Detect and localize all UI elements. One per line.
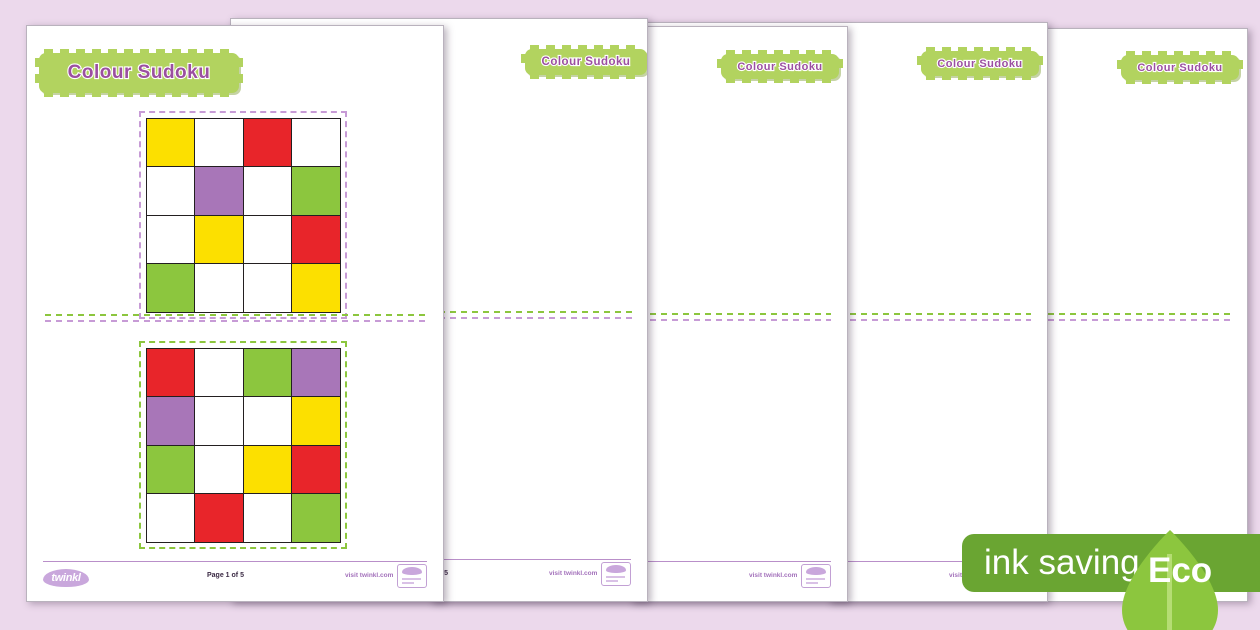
sudoku-cell[interactable] — [242, 396, 292, 446]
sudoku-cell[interactable] — [145, 493, 195, 543]
twinkl-stamp-icon — [397, 564, 427, 588]
badge-scallop-left — [1117, 60, 1122, 75]
sudoku-cell[interactable] — [242, 166, 292, 216]
title-badge: Colour Sudoku — [717, 50, 843, 83]
sudoku-cell[interactable] — [145, 214, 195, 264]
sudoku-cell[interactable] — [291, 263, 341, 313]
stamp-line-2 — [402, 582, 414, 584]
stamp-line-1 — [402, 578, 421, 580]
eco-label: Eco — [1148, 551, 1213, 590]
page-title: Colour Sudoku — [1136, 60, 1223, 74]
eco-banner: ink saving — [962, 534, 1260, 592]
sudoku-grid — [145, 117, 341, 313]
sudoku-cell[interactable] — [145, 263, 195, 313]
footer-visit-link[interactable]: visit twinkl.com — [345, 572, 394, 579]
badge-scallop-left — [521, 54, 526, 70]
sudoku-cell[interactable] — [242, 444, 292, 494]
twinkl-stamp-icon — [801, 564, 831, 588]
sudoku-cell[interactable] — [242, 493, 292, 543]
badge-scallop-right — [1238, 60, 1243, 75]
page-title: Colour Sudoku — [936, 56, 1023, 70]
stamp-blob — [606, 565, 626, 573]
stamp-line-2 — [606, 580, 618, 582]
sudoku-cell[interactable] — [194, 444, 244, 494]
footer-visit-link[interactable]: visit twinkl.com — [749, 572, 798, 579]
title-badge: Colour Sudoku — [521, 45, 647, 79]
sudoku-cell[interactable] — [291, 214, 341, 264]
eco-ink-saving-label: ink saving — [984, 543, 1140, 582]
page-title: Colour Sudoku — [67, 61, 211, 84]
title-badge: Colour Sudoku — [35, 49, 243, 97]
badge-scallop-right — [238, 58, 243, 88]
stamp-blob — [806, 567, 826, 575]
stamp-line-2 — [806, 582, 818, 584]
sudoku-cell[interactable] — [194, 214, 244, 264]
stamp-line-1 — [806, 578, 825, 580]
sudoku-cell[interactable] — [194, 396, 244, 446]
badge-scallop-left — [35, 58, 40, 88]
sudoku-grid-top-grid — [139, 111, 347, 319]
sudoku-cell[interactable] — [145, 396, 195, 446]
sudoku-cell[interactable] — [194, 117, 244, 167]
sudoku-cell[interactable] — [242, 263, 292, 313]
stamp-blob — [402, 567, 422, 575]
sudoku-cell[interactable] — [145, 347, 195, 397]
twinkl-stamp-icon — [601, 562, 631, 586]
sudoku-cell[interactable] — [145, 117, 195, 167]
sudoku-cell[interactable] — [145, 166, 195, 216]
title-badge: Colour Sudoku — [917, 47, 1043, 80]
sudoku-cell[interactable] — [145, 444, 195, 494]
divider-dash-green — [45, 314, 425, 316]
stamp-line-1 — [606, 576, 625, 578]
badge-scallop-right — [838, 59, 843, 74]
sudoku-cell[interactable] — [291, 444, 341, 494]
sudoku-cell[interactable] — [291, 117, 341, 167]
sudoku-grid — [145, 347, 341, 543]
footer-rule — [43, 561, 427, 562]
sudoku-cell[interactable] — [194, 166, 244, 216]
badge-scallop-left — [717, 59, 722, 74]
sudoku-cell[interactable] — [194, 493, 244, 543]
leaf-icon — [1122, 530, 1218, 630]
worksheet-page-1[interactable]: Colour Sudoku twinkl Page 1 of 5 visit twin… — [26, 25, 444, 602]
sudoku-cell[interactable] — [291, 347, 341, 397]
sudoku-cell[interactable] — [194, 347, 244, 397]
page-title: Colour Sudoku — [736, 59, 823, 73]
sudoku-cell[interactable] — [242, 214, 292, 264]
sudoku-cell[interactable] — [291, 396, 341, 446]
sudoku-cell[interactable] — [291, 166, 341, 216]
sudoku-cell[interactable] — [242, 117, 292, 167]
sudoku-grid-bottom-grid — [139, 341, 347, 549]
page-title: Colour Sudoku — [540, 55, 631, 69]
title-badge: Colour Sudoku — [1117, 51, 1243, 84]
footer-page-number: Page 1 of 5 — [207, 572, 244, 579]
badge-scallop-left — [917, 56, 922, 71]
sudoku-cell[interactable] — [242, 347, 292, 397]
badge-scallop-right — [1038, 56, 1043, 71]
footer-visit-link[interactable]: visit twinkl.com — [549, 570, 598, 577]
twinkl-logo: twinkl — [43, 569, 89, 587]
sudoku-cell[interactable] — [194, 263, 244, 313]
eco-badge: ink saving Eco — [962, 528, 1260, 630]
sudoku-cell[interactable] — [291, 493, 341, 543]
cut-line-divider — [45, 314, 425, 322]
divider-dash-purple — [45, 320, 425, 322]
badge-scallop-right — [646, 54, 647, 70]
